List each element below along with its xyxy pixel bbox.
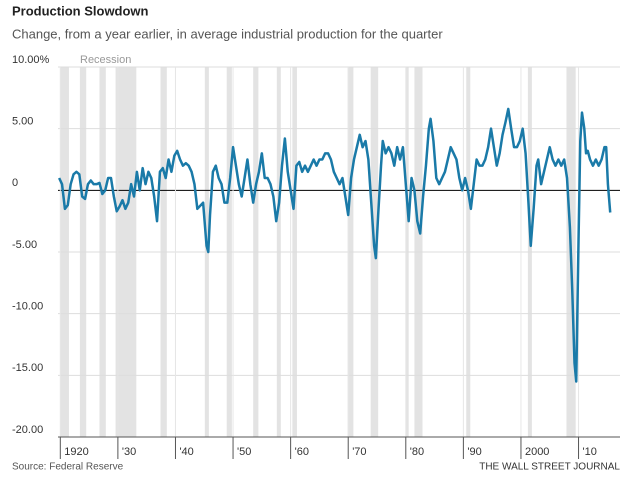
x-tick-label: '80 — [410, 446, 424, 458]
x-tick-label: '10 — [583, 446, 597, 458]
recession-label: Recession — [80, 54, 131, 66]
x-tick-label: '40 — [179, 446, 193, 458]
y-tick-label: -5.00 — [12, 239, 37, 251]
line-series — [58, 107, 612, 383]
x-tick-label: '90 — [467, 446, 481, 458]
y-tick-label: -20.00 — [12, 424, 43, 436]
y-tick-label: -15.00 — [12, 362, 43, 374]
x-tick-label: 1920 — [64, 446, 88, 458]
credit: THE WALL STREET JOURNAL — [479, 462, 620, 473]
source: Source: Federal Reserve — [12, 462, 124, 473]
chart-subtitle: Change, from a year earlier, in average … — [12, 26, 443, 41]
y-tick-label: 10.00% — [12, 54, 50, 66]
y-tick-label: -10.00 — [12, 301, 43, 313]
y-tick-label: 5.00 — [12, 116, 33, 128]
x-tick-label: '50 — [237, 446, 251, 458]
x-tick-label: '60 — [295, 446, 309, 458]
y-tick-label: 0 — [12, 177, 18, 189]
x-tick-label: 2000 — [525, 446, 549, 458]
x-tick-label: '70 — [352, 446, 366, 458]
chart-title: Production Slowdown — [12, 3, 149, 18]
x-tick-label: '30 — [122, 446, 136, 458]
